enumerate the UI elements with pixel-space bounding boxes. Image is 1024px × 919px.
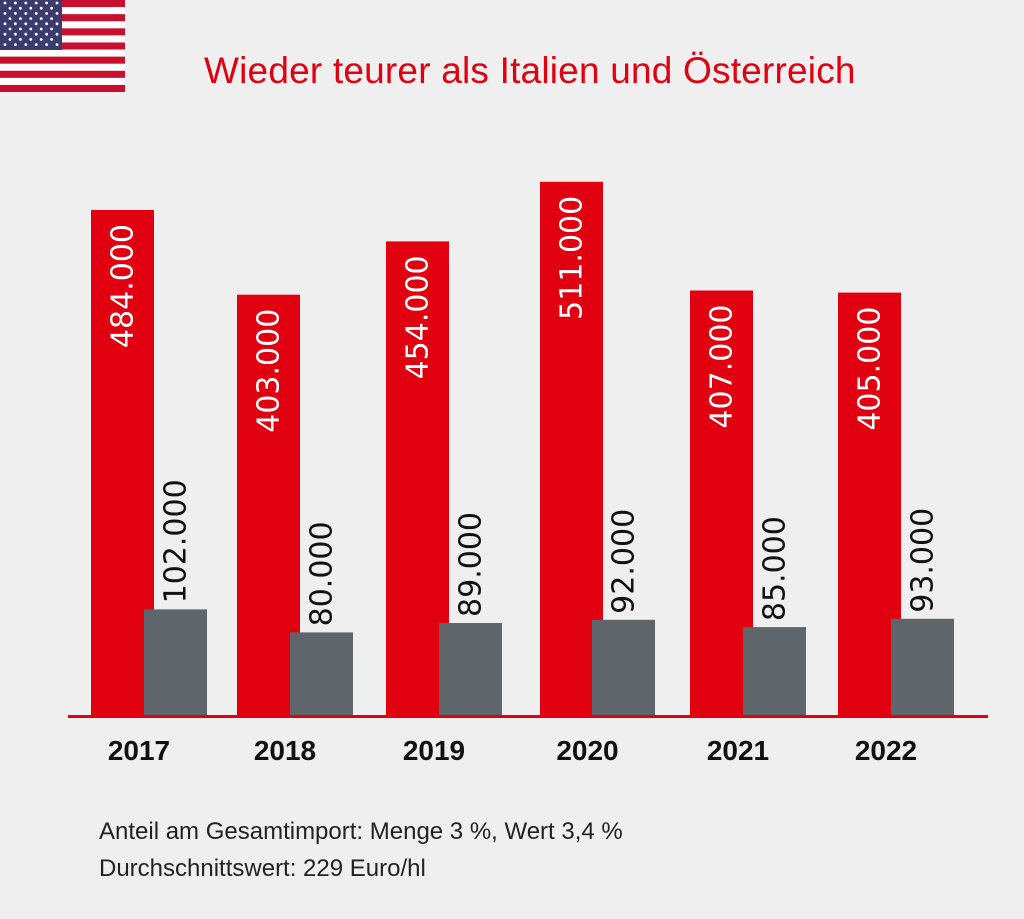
value-label-series1-2022: 405.000 [853,307,888,431]
chart-title: Wieder teurer als Italien und Österreich [204,50,856,91]
note-average-value: Durchschnittswert: 229 Euro/hl [99,855,426,882]
value-label-series1-2018: 403.000 [252,309,287,433]
bar-series1-2022 [838,292,901,716]
bar-series2-2019 [439,623,502,716]
x-tick-label-2017: 2017 [108,735,170,766]
bar-series2-2017 [144,609,207,716]
value-label-series2-2020: 92.000 [607,509,642,614]
x-tick-label-2020: 2020 [556,735,618,766]
bar-series1-2019 [386,241,449,716]
value-label-series2-2021: 85.000 [758,516,793,621]
bar-series2-2021 [743,627,806,716]
value-label-series2-2018: 80.000 [305,521,340,626]
x-tick-label-2021: 2021 [707,735,769,766]
value-label-series2-2017: 102.000 [159,479,194,603]
bar-series1-2017 [91,210,154,716]
bar-series2-2022 [891,618,954,716]
bar-series1-2021 [690,290,753,716]
bar-series1-2018 [237,294,300,716]
value-label-series2-2022: 93.000 [906,508,941,613]
bar-series2-2018 [290,632,353,716]
value-label-series1-2021: 407.000 [705,305,740,429]
value-label-series1-2020: 511.000 [555,196,590,320]
x-tick-label-2022: 2022 [855,735,917,766]
bar-series2-2020 [592,619,655,716]
us-flag-icon [0,0,125,92]
note-share: Anteil am Gesamtimport: Menge 3 %, Wert … [99,818,623,845]
value-label-series1-2017: 484.000 [106,224,141,348]
value-label-series1-2019: 454.000 [401,255,436,379]
x-tick-label-2019: 2019 [403,735,465,766]
x-tick-label-2018: 2018 [254,735,316,766]
value-label-series2-2019: 89.000 [454,512,489,617]
